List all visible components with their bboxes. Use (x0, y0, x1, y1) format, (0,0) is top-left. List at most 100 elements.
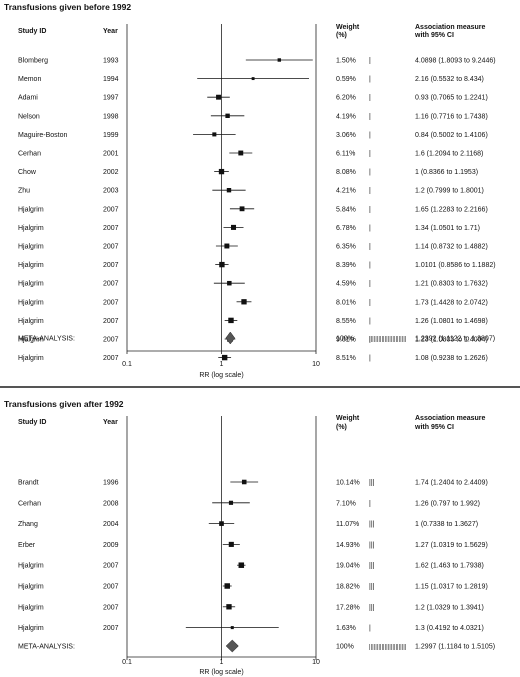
study-year: 2007 (103, 337, 119, 344)
panel-divider (0, 386, 520, 388)
point-estimate-box (251, 77, 255, 81)
point-estimate-box (228, 317, 234, 324)
x-tick-label: 10 (312, 361, 320, 368)
study-estimate-ci: 1 (0.8366 to 1.1953) (415, 169, 478, 176)
x-tick-label: 0.1 (122, 659, 132, 666)
point-estimate-box (228, 500, 234, 505)
study-name: Brandt (18, 480, 39, 487)
study-year: 1997 (103, 95, 119, 102)
study-weight: 8.01% (336, 299, 356, 306)
x-axis-label: RR (log scale) (199, 669, 243, 676)
chart-title: Transfusions given before 1992 (4, 2, 131, 12)
study-name: Hjalgrim (18, 625, 44, 632)
header-association: Association measure (415, 415, 486, 422)
study-year: 2008 (103, 500, 119, 507)
weight-bars: | (369, 58, 371, 65)
study-year: 2003 (103, 188, 119, 195)
header-association: Association measure (415, 24, 486, 31)
study-name: Zhang (18, 521, 38, 528)
study-name: Hjalgrim (18, 604, 44, 611)
study-weight: 17.28% (336, 604, 360, 611)
study-estimate-ci: 1.27 (1.0319 to 1.5629) (415, 542, 488, 549)
study-weight: 8.39% (336, 262, 356, 269)
weight-bars: | (369, 318, 371, 325)
header-association-ci: with 95% CI (414, 424, 454, 431)
study-name: Nelson (18, 113, 40, 120)
study-estimate-ci: 1.34 (1.0501 to 1.71) (415, 225, 480, 232)
point-estimate-box (216, 94, 221, 100)
weight-bars: | (369, 206, 371, 213)
study-estimate-ci: 1.6 (1.2094 to 2.1168) (415, 151, 483, 158)
point-estimate-box (230, 224, 237, 230)
study-weight: 9.01% (336, 337, 356, 344)
point-estimate-box (219, 521, 224, 526)
weight-bars: ||| (369, 604, 375, 611)
point-estimate-box (226, 604, 232, 610)
meta-estimate-ci: 1.2997 (1.1184 to 1.5105) (415, 644, 495, 651)
meta-analysis-diamond (225, 639, 239, 653)
study-year: 2007 (103, 563, 119, 570)
point-estimate-box (238, 562, 245, 568)
weight-bars: | (369, 625, 371, 632)
point-estimate-box (219, 261, 225, 268)
meta-weight-bars: |||||||||||||||||||||||| (369, 645, 407, 651)
study-name: Cerhan (18, 500, 41, 507)
weight-bars: | (369, 76, 371, 83)
weight-bars: | (369, 169, 371, 176)
weight-bars: ||| (369, 542, 375, 549)
x-tick-label: 0.1 (122, 361, 132, 368)
study-estimate-ci: 1.21 (0.8303 to 1.7632) (415, 281, 488, 288)
weight-bars: | (369, 151, 371, 158)
study-name: Hjalgrim (18, 318, 44, 325)
study-weight: 10.14% (336, 480, 360, 487)
study-name: Hjalgrim (18, 244, 44, 251)
weight-bars: ||| (369, 521, 375, 528)
study-name: Cerhan (18, 151, 41, 158)
meta-analysis-diamond (225, 331, 236, 345)
study-name: Hjalgrim (18, 337, 44, 344)
point-estimate-box (227, 280, 232, 286)
weight-bars: | (369, 244, 371, 251)
study-year: 2007 (103, 225, 119, 232)
study-weight: 11.07% (336, 521, 359, 528)
study-year: 1994 (103, 76, 119, 83)
header-weight: Weight (336, 415, 360, 422)
study-estimate-ci: 1.26 (0.797 to 1.992) (415, 500, 480, 507)
study-weight: 18.82% (336, 584, 360, 591)
study-estimate-ci: 4.0898 (1.8093 to 9.2446) (415, 58, 496, 65)
weight-bars: ||| (369, 584, 375, 591)
point-estimate-box (277, 58, 282, 62)
header-study-id: Study ID (18, 419, 46, 426)
meta-analysis-label: META-ANALYSIS: (18, 336, 75, 343)
header-association-ci: with 95% CI (414, 32, 454, 39)
study-name: Chow (18, 169, 37, 176)
study-year: 2007 (103, 262, 119, 269)
study-name: Hjalgrim (18, 225, 44, 232)
study-year: 2007 (103, 584, 119, 591)
study-name: Zhu (18, 188, 30, 195)
point-estimate-box (221, 354, 228, 361)
study-weight: 0.59% (336, 76, 356, 83)
point-estimate-box (218, 168, 225, 175)
study-weight: 6.78% (336, 225, 356, 232)
header-weight-unit: (%) (336, 32, 347, 39)
study-weight: 19.04% (336, 563, 360, 570)
weight-bars: | (369, 337, 371, 344)
study-weight: 4.19% (336, 113, 356, 120)
study-name: Memon (18, 76, 41, 83)
study-year: 2001 (103, 151, 119, 158)
header-year: Year (103, 419, 118, 426)
weight-bars: | (369, 95, 371, 102)
weight-bars: | (369, 132, 371, 139)
study-estimate-ci: 1.08 (0.9238 to 1.2626) (415, 355, 488, 362)
study-year: 1996 (103, 480, 119, 487)
study-weight: 5.84% (336, 206, 356, 213)
study-estimate-ci: 1.3 (0.4192 to 4.0321) (415, 625, 484, 632)
study-weight: 6.11% (336, 151, 355, 158)
header-year: Year (103, 28, 118, 35)
x-tick-label: 1 (220, 659, 224, 666)
study-year: 2009 (103, 542, 119, 549)
header-weight: Weight (336, 24, 360, 31)
study-name: Blomberg (18, 58, 48, 65)
study-estimate-ci: 1.2 (1.0329 to 1.3941) (415, 604, 484, 611)
